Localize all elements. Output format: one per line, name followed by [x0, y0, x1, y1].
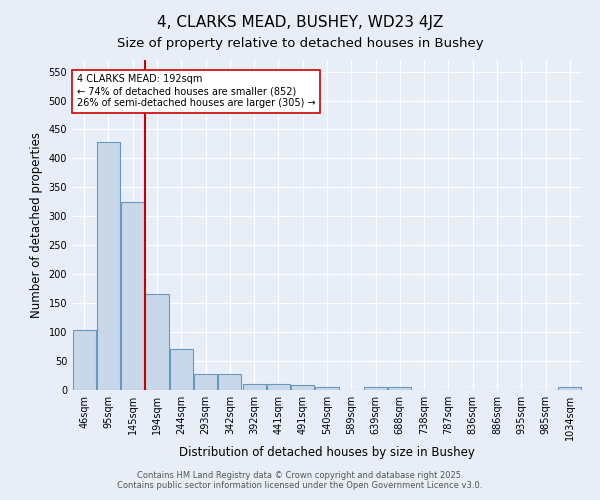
Bar	[388, 386, 412, 390]
Bar	[242, 384, 266, 390]
Bar	[170, 350, 193, 390]
Bar	[364, 386, 387, 390]
Bar	[291, 386, 314, 390]
X-axis label: Distribution of detached houses by size in Bushey: Distribution of detached houses by size …	[179, 446, 475, 458]
Text: Size of property relative to detached houses in Bushey: Size of property relative to detached ho…	[116, 38, 484, 51]
Text: 4, CLARKS MEAD, BUSHEY, WD23 4JZ: 4, CLARKS MEAD, BUSHEY, WD23 4JZ	[157, 15, 443, 30]
Bar	[97, 142, 120, 390]
Y-axis label: Number of detached properties: Number of detached properties	[30, 132, 43, 318]
Bar	[145, 294, 169, 390]
Bar	[316, 387, 338, 390]
Text: Contains HM Land Registry data © Crown copyright and database right 2025.
Contai: Contains HM Land Registry data © Crown c…	[118, 470, 482, 490]
Bar	[121, 202, 144, 390]
Bar	[73, 330, 95, 390]
Bar	[559, 387, 581, 390]
Text: 4 CLARKS MEAD: 192sqm
← 74% of detached houses are smaller (852)
26% of semi-det: 4 CLARKS MEAD: 192sqm ← 74% of detached …	[77, 74, 316, 108]
Bar	[267, 384, 290, 390]
Bar	[218, 374, 241, 390]
Bar	[194, 374, 217, 390]
